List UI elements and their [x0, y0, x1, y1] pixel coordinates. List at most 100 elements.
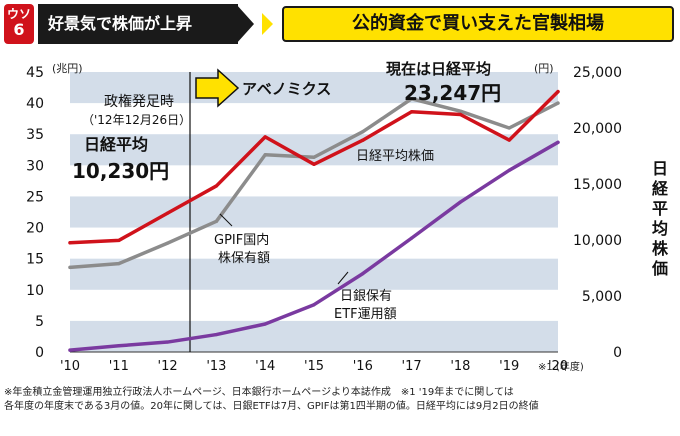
header-left-title: 好景気で株価が上昇 — [38, 4, 238, 44]
series-point-0 — [68, 241, 72, 245]
left-tick-label: 5 — [35, 314, 44, 330]
left-tick-label: 35 — [26, 127, 44, 143]
left-axis-ticks: 0 5 10 15 20 25 30 35 40 45 — [26, 65, 44, 361]
x-tick-label: '19 — [499, 359, 519, 374]
abenomics-label: アベノミクス — [242, 80, 331, 98]
abenomics-arrow-icon — [195, 68, 240, 108]
left-tick-label: 15 — [26, 252, 44, 268]
grid-bands — [70, 72, 558, 352]
series-point-2 — [263, 322, 267, 326]
series-lines — [68, 89, 560, 352]
series-point-2 — [312, 303, 316, 307]
right-tick-label: 5,000 — [582, 289, 622, 305]
right-tick-label: 20,000 — [573, 121, 622, 137]
x-tick-label: '14 — [255, 359, 275, 374]
right-tick-label: 15,000 — [573, 177, 622, 193]
right-axis-label: 日経平均株価 — [651, 159, 669, 278]
left-tick-label: 25 — [26, 189, 44, 205]
x-tick-label: '13 — [206, 359, 226, 374]
x-tick-label: '12 — [158, 359, 178, 374]
series-point-1 — [117, 262, 121, 266]
series-point-0 — [556, 90, 560, 94]
series-point-1 — [68, 265, 72, 269]
start-label: 政権発足時 — [104, 93, 174, 110]
current-label: 現在は日経平均 — [386, 60, 491, 78]
series-point-1 — [263, 153, 267, 157]
x-tick-label: '18 — [450, 359, 470, 374]
left-tick-label: 20 — [26, 221, 44, 237]
series-point-1 — [214, 219, 218, 223]
series-point-0 — [214, 184, 218, 188]
header-right-title: 公的資金で買い支えた官製相場 — [282, 6, 674, 42]
boj-series-label-1: 日銀保有 — [340, 289, 392, 304]
right-axis-ticks: 0 5,000 10,000 15,000 20,000 25,000 — [573, 65, 622, 361]
series-point-1 — [458, 109, 462, 113]
left-axis-unit: (兆円) — [52, 62, 83, 75]
series-point-0 — [361, 138, 365, 142]
left-tick-label: 40 — [26, 96, 44, 112]
series-point-0 — [458, 112, 462, 117]
left-tick-label: 10 — [26, 283, 44, 299]
badge-top-text: ウソ — [6, 7, 31, 21]
series-point-1 — [507, 126, 511, 130]
series-point-2 — [361, 272, 365, 276]
grid-band — [70, 72, 558, 104]
chart: 0 5 10 15 20 25 30 35 40 45 0 5,000 10,000 15,000 20,… — [26, 60, 669, 374]
series-point-1 — [410, 97, 414, 101]
series-point-2 — [214, 332, 218, 337]
series-point-2 — [556, 140, 560, 144]
series-point-1 — [166, 241, 170, 245]
series-point-1 — [361, 130, 365, 134]
grid-band — [70, 134, 558, 166]
series-point-2 — [117, 344, 121, 348]
series-point-2 — [507, 168, 511, 172]
series-point-1 — [312, 155, 316, 159]
right-axis-unit: (円) — [534, 62, 554, 75]
left-tick-label: 0 — [35, 345, 44, 361]
badge-number: 6 — [13, 20, 25, 39]
series-point-0 — [263, 135, 267, 139]
x-axis-suffix: ※1 (年度) — [538, 360, 584, 373]
current-value: 23,247円 — [404, 81, 501, 105]
start-value: 10,230円 — [72, 159, 169, 183]
start-index-label: 日経平均 — [84, 135, 148, 154]
x-tick-label: '15 — [304, 359, 324, 374]
header-arrow-icon — [236, 4, 254, 44]
start-date: （'12年12月26日） — [82, 113, 191, 127]
x-tick-label: '20 — [548, 359, 568, 374]
series-point-0 — [507, 138, 511, 142]
grid-band — [70, 320, 558, 352]
series-point-2 — [458, 200, 462, 204]
series-point-0 — [312, 162, 316, 166]
x-axis-ticks: '10 '11 '12 '13 '14 '15 '16 '17 '18 '19 '20 — [60, 359, 568, 374]
boj-series-label-2: ETF運用額 — [334, 307, 397, 322]
series-point-0 — [410, 110, 414, 114]
x-tick-label: '11 — [109, 359, 129, 374]
gpif-series-label-1: GPIF国内 — [214, 232, 269, 248]
series-point-0 — [166, 211, 170, 215]
right-tick-label: 10,000 — [573, 233, 622, 249]
right-tick-label: 0 — [613, 345, 622, 361]
series-point-2 — [166, 340, 170, 344]
x-tick-label: '17 — [402, 359, 422, 374]
series-point-1 — [556, 101, 560, 105]
series-point-2 — [68, 348, 72, 352]
series-point-2 — [410, 236, 414, 240]
series-point-0 — [117, 238, 121, 243]
grid-band — [70, 196, 558, 228]
nikkei-series-label: 日経平均株価 — [356, 149, 434, 164]
right-tick-label: 25,000 — [573, 65, 622, 81]
left-tick-label: 45 — [26, 65, 44, 81]
gpif-leader-line — [219, 213, 233, 227]
left-tick-label: 30 — [26, 158, 44, 174]
boj-leader-line — [337, 271, 349, 285]
lie-number-badge: ウソ 6 — [4, 4, 34, 44]
header: ウソ 6 好景気で株価が上昇 公的資金で買い支えた官製相場 — [0, 0, 680, 48]
gpif-series-label-2: 株保有額 — [218, 251, 270, 266]
footnote-line-1: ※年金積立金管理運用独立行政法人ホームページ、日本銀行ホームページより本誌作成 … — [4, 387, 514, 398]
footnote-line-2: 各年度の年度末である3月の値。20年に関しては、日銀ETFは7月、GPIFは第1… — [4, 401, 539, 412]
grid-band — [70, 258, 558, 290]
x-tick-label: '16 — [353, 359, 373, 374]
footnote: ※年金積立金管理運用独立行政法人ホームページ、日本銀行ホームページより本誌作成 … — [4, 386, 676, 414]
header-arrow-inner-icon — [262, 13, 273, 35]
